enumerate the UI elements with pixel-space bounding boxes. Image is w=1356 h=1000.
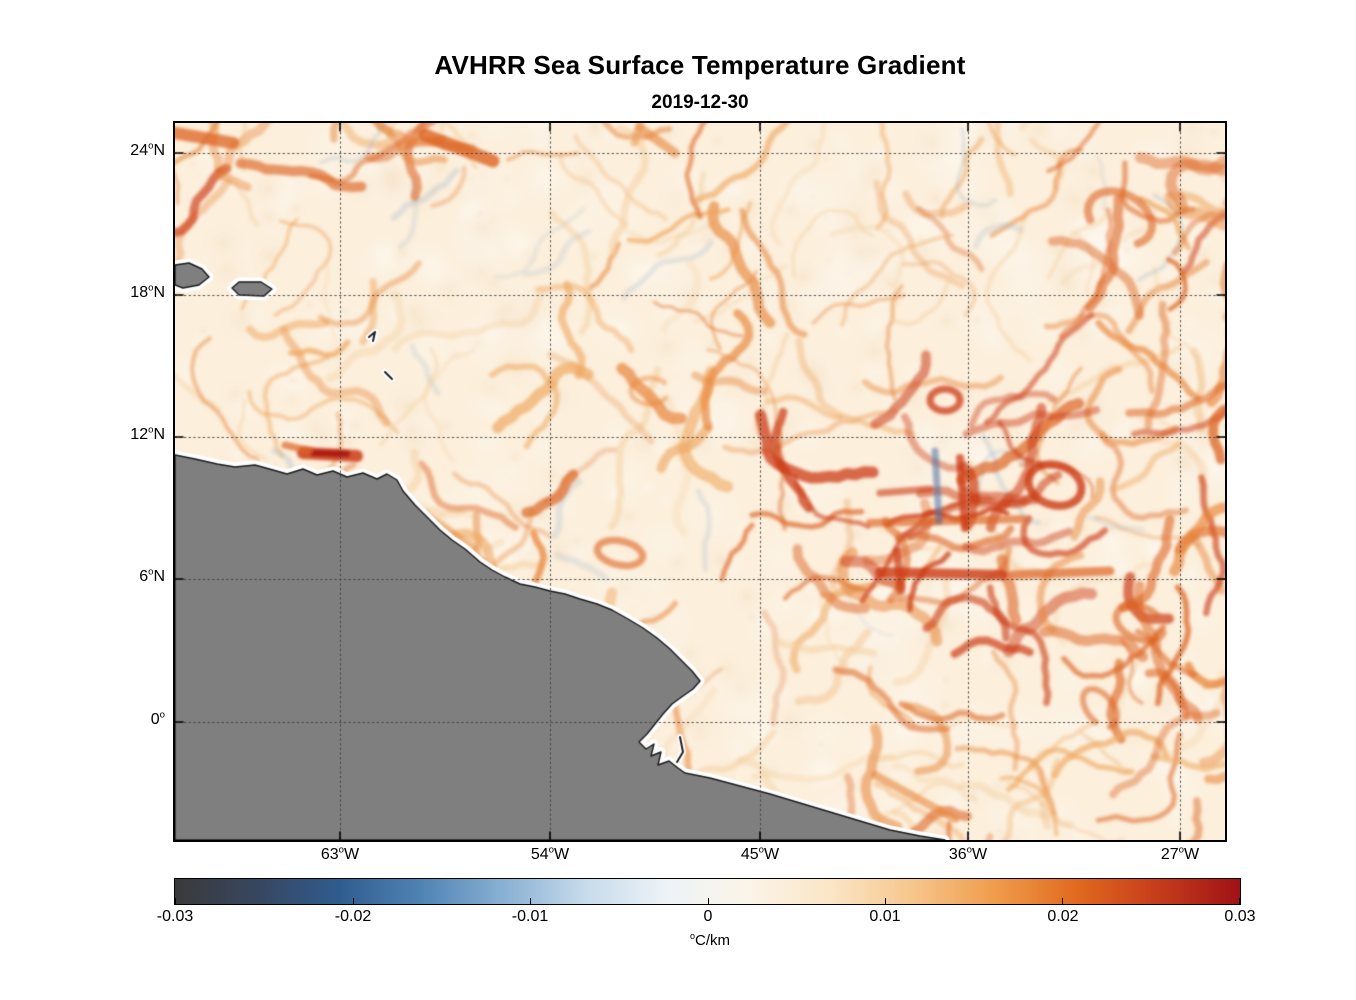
y-tick-label-12n: 12oN (80, 424, 165, 444)
colorbar-tick-001: 0.01 (869, 908, 901, 925)
x-tick-dir: W (1184, 846, 1200, 863)
degree-sup: o (148, 566, 154, 578)
y-tick-dir: N (153, 142, 165, 159)
chart-title: AVHRR Sea Surface Temperature Gradient (434, 50, 966, 80)
chart-subtitle: 2019-12-30 (651, 92, 749, 113)
degree-sup: o (758, 844, 765, 856)
x-tick-dir: W (344, 846, 360, 863)
colorbar-tick-neg001: -0.01 (511, 908, 549, 925)
degree-sup: o (689, 931, 695, 941)
x-tick-dir: W (554, 846, 570, 863)
y-tick-value: 0 (150, 711, 160, 728)
degree-sup: o (148, 282, 154, 294)
colorbar (174, 878, 1241, 905)
colorbar-tick-003: 0.03 (1224, 908, 1256, 925)
degree-sup: o (548, 844, 555, 856)
degree-sup: o (338, 844, 345, 856)
y-tick-label-18n: 18oN (80, 282, 165, 302)
x-tick-value: 45 (740, 846, 759, 863)
y-tick-value: 12 (130, 426, 149, 443)
degree-sup: o (148, 424, 154, 436)
degree-sup: o (148, 140, 154, 152)
colorbar-tick-neg002: -0.02 (334, 908, 372, 925)
x-tick-value: 54 (530, 846, 549, 863)
colorbar-tick-mark (885, 898, 886, 904)
colorbar-tick-mark (175, 898, 176, 904)
colorbar-tick-neg003: -0.03 (156, 908, 194, 925)
x-tick-label-54w: 54oW (505, 844, 595, 864)
y-tick-dir: N (153, 284, 165, 301)
colorbar-tick-mark (707, 898, 709, 904)
colorbar-tick-mark (352, 898, 354, 904)
colorbar-tick-mark (1239, 898, 1240, 904)
degree-sup: o (159, 709, 165, 721)
colorbar-tick-002: 0.02 (1047, 908, 1079, 925)
y-tick-label-6n: 6oN (80, 566, 165, 586)
degree-sup: o (966, 844, 973, 856)
y-tick-value: 18 (130, 284, 149, 301)
x-tick-label-27w: 27oW (1135, 844, 1225, 864)
y-tick-value: 24 (130, 142, 149, 159)
degree-sup: o (1178, 844, 1185, 856)
colorbar-unit-text: C/km (695, 932, 730, 949)
map-plot-area (173, 121, 1227, 842)
y-tick-label-24n: 24oN (80, 140, 165, 160)
colorbar-tick-0: 0 (703, 908, 713, 925)
colorbar-unit-label: oC/km (650, 931, 770, 950)
x-tick-dir: W (972, 846, 988, 863)
y-tick-dir: N (153, 426, 165, 443)
x-tick-label-45w: 45oW (715, 844, 805, 864)
y-tick-value: 6 (139, 568, 149, 585)
x-tick-label-36w: 36oW (923, 844, 1013, 864)
x-tick-dir: W (764, 846, 780, 863)
x-tick-label-63w: 63oW (295, 844, 385, 864)
x-tick-value: 27 (1160, 846, 1179, 863)
colorbar-tick-mark (529, 898, 531, 904)
sst-gradient-map-canvas (175, 123, 1225, 840)
x-tick-value: 36 (948, 846, 967, 863)
y-tick-dir: N (153, 568, 165, 585)
x-tick-value: 63 (320, 846, 339, 863)
y-tick-label-0: 0o (80, 709, 165, 729)
colorbar-tick-mark (1062, 898, 1064, 904)
